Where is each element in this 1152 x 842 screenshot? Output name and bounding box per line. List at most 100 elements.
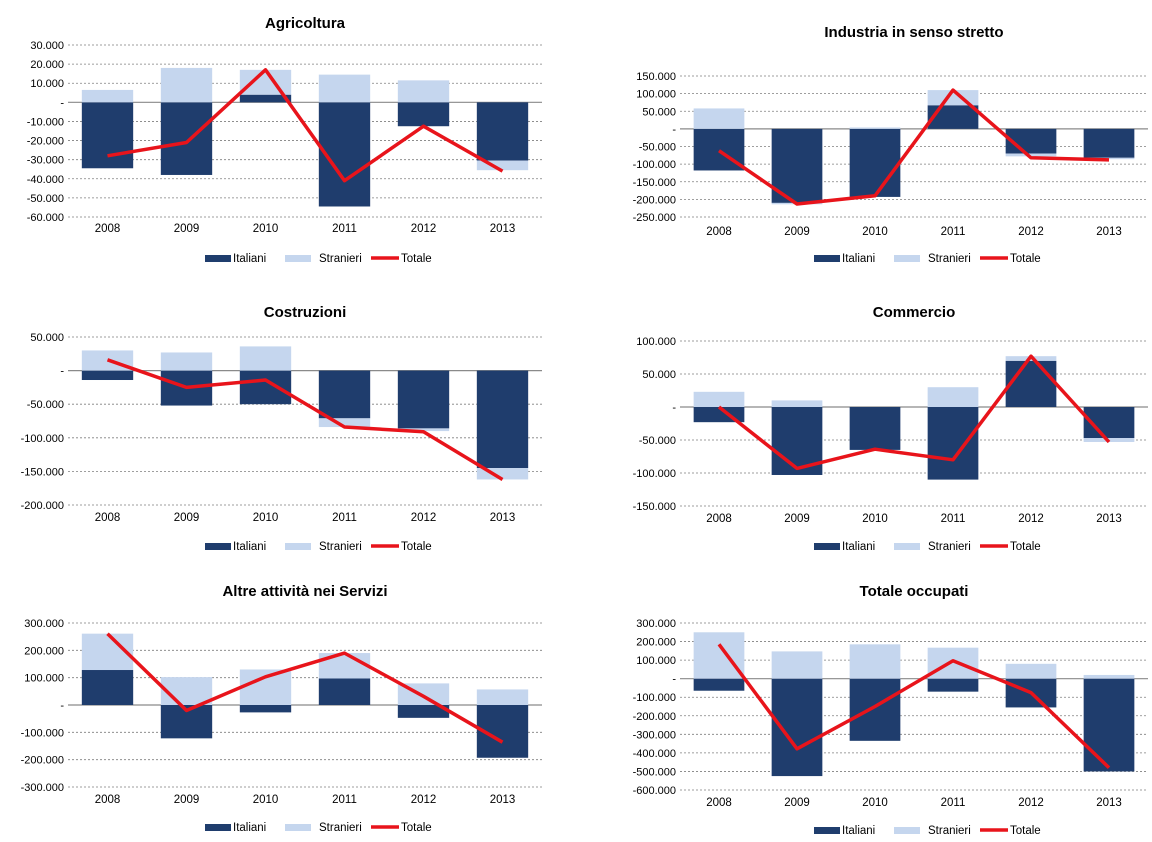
bar-italiani (1083, 128, 1135, 158)
x-tick-label: 2012 (411, 794, 437, 806)
x-tick-label: 2010 (253, 794, 279, 806)
y-tick-label: -40.000 (27, 174, 64, 186)
chart-agricoltura: Agricoltura 30.000 20.000 10.000 - -10.000 -20… (0, 0, 576, 279)
y-tick-label: -150.000 (633, 501, 676, 513)
bar-italiani (81, 102, 134, 169)
chart-title: Totale occupati (860, 583, 969, 600)
bar-italiani (927, 407, 979, 480)
y-tick-label: - (672, 402, 676, 414)
legend-swatch-italiani (814, 255, 840, 262)
bar-stranieri (239, 346, 292, 371)
y-tick-label: -50.000 (27, 193, 64, 205)
x-tick-label: 2013 (490, 512, 516, 524)
y-tick-label: - (60, 700, 64, 712)
y-tick-label: 50.000 (642, 369, 676, 381)
x-tick-label: 2009 (784, 797, 810, 809)
bar-stranieri (476, 689, 529, 705)
y-tick-label: -100.000 (21, 727, 64, 739)
x-tick-label: 2009 (174, 512, 200, 524)
bar-stranieri (476, 468, 529, 480)
bar-italiani (239, 370, 292, 405)
y-tick-label: 100.000 (24, 673, 64, 685)
y-tick-label: -100.000 (633, 692, 676, 704)
bar-stranieri (771, 651, 823, 679)
y-tick-label: - (672, 674, 676, 686)
x-tick-label: 2008 (95, 794, 121, 806)
x-tick-label: 2010 (253, 512, 279, 524)
y-tick-label: -50.000 (639, 435, 676, 447)
bar-italiani (81, 370, 134, 381)
x-tick-label: 2010 (253, 223, 279, 235)
line-totale (106, 358, 504, 481)
y-tick-label: -100.000 (633, 468, 676, 480)
bar-italiani (239, 705, 292, 713)
y-tick-label: 200.000 (24, 645, 64, 657)
chart-totale-occupati: Totale occupati 300.000 200.000 100.000 - -10… (576, 558, 1152, 837)
chart-altre-attivita: Altre attività nei Servizi 300.000 200.000… (0, 558, 576, 837)
legend-swatch-stranieri (894, 255, 920, 262)
chart-title: Costruzioni (264, 304, 347, 321)
chart-svg: Costruzioni 50.000 - -50.000 -100.000 -150.00… (21, 304, 542, 553)
bar-stranieri (397, 80, 450, 103)
legend-label-totale: Totale (401, 822, 432, 834)
bar-italiani (318, 370, 371, 419)
y-tick-label: -60.000 (27, 212, 64, 224)
legend-label-italiani: Italiani (842, 825, 875, 837)
x-tick-label: 2010 (862, 513, 888, 525)
x-tick-label: 2011 (941, 513, 966, 525)
x-tick-label: 2012 (1018, 797, 1044, 809)
bar-italiani (849, 678, 901, 741)
x-tick-label: 2013 (1096, 513, 1122, 525)
y-tick-label: -300.000 (21, 782, 64, 794)
bar-stranieri (927, 647, 979, 679)
legend-label-italiani: Italiani (233, 541, 266, 553)
y-tick-label: 30.000 (30, 40, 64, 52)
bar-italiani (849, 128, 901, 197)
chart-title: Commercio (873, 304, 956, 321)
bar-italiani (318, 678, 371, 705)
legend-label-stranieri: Stranieri (928, 253, 971, 265)
x-tick-label: 2008 (706, 797, 732, 809)
legend-swatch-stranieri (285, 824, 311, 831)
legend-label-totale: Totale (401, 253, 432, 265)
bar-stranieri (849, 127, 901, 129)
legend-swatch-italiani (205, 824, 231, 831)
bar-italiani (160, 102, 213, 175)
line-totale (107, 68, 504, 183)
bar-italiani (397, 102, 450, 127)
y-tick-label: -50.000 (639, 142, 676, 154)
y-tick-label: -250.000 (633, 212, 676, 224)
x-tick-label: 2011 (332, 223, 357, 235)
legend-label-stranieri: Stranieri (928, 541, 971, 553)
bar-stranieri (1083, 674, 1135, 679)
y-tick-label: -100.000 (21, 433, 64, 445)
y-tick-label: -200.000 (21, 500, 64, 512)
bar-stranieri (693, 632, 745, 679)
bar-stranieri (693, 391, 745, 407)
bar-stranieri (476, 160, 529, 171)
legend-label-italiani: Italiani (233, 253, 266, 265)
y-tick-label: - (60, 366, 64, 378)
legend-swatch-italiani (814, 827, 840, 834)
chart-svg: Industria in senso stretto 150.000 100.000… (633, 24, 1148, 265)
legend-label-stranieri: Stranieri (319, 541, 362, 553)
x-tick-label: 2011 (332, 794, 357, 806)
bar-italiani (927, 105, 979, 129)
bar-stranieri (239, 669, 292, 705)
legend-label-stranieri: Stranieri (319, 822, 362, 834)
legend-label-totale: Totale (1010, 825, 1041, 837)
bar-stranieri (927, 387, 979, 407)
legend-swatch-stranieri (285, 543, 311, 550)
bar-stranieri (160, 352, 213, 371)
x-tick-label: 2009 (784, 513, 810, 525)
bar-italiani (81, 670, 134, 705)
legend-label-totale: Totale (1010, 541, 1041, 553)
bar-italiani (1005, 360, 1057, 407)
x-tick-label: 2010 (862, 226, 888, 238)
bar-stranieri (318, 74, 371, 103)
y-tick-label: -200.000 (633, 711, 676, 723)
chart-industria: Industria in senso stretto 150.000 100.000… (576, 0, 1152, 279)
line-totale (106, 632, 504, 744)
y-tick-label: 50.000 (642, 106, 676, 118)
chart-svg: Totale occupati 300.000 200.000 100.000 - -10… (633, 583, 1148, 837)
